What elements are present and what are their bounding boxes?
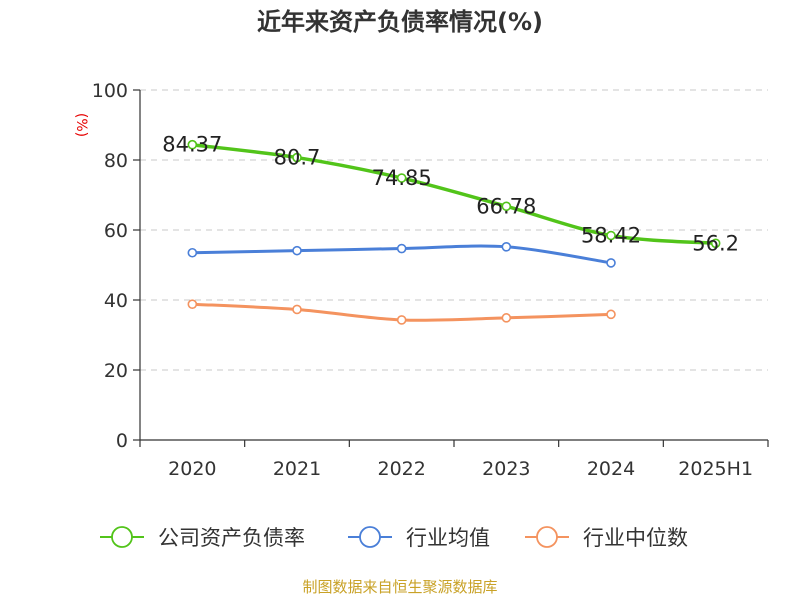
data-point [292,245,302,256]
data-point [606,258,616,268]
data-point [396,315,407,325]
chart-title: 近年来资产负债率情况(%) [257,8,543,36]
y-axis-unit: (%) [73,113,89,137]
y-tick-label: 60 [104,220,128,242]
data-label: 80.7 [274,146,321,170]
data-point [187,139,198,150]
x-tick-label: 2025H1 [678,458,753,480]
x-tick-labels: 2020 2021 2022 2023 2024 2025H1 [168,458,753,480]
y-tick-label: 20 [104,360,128,382]
y-tick-label: 40 [104,290,128,312]
series-line-0 [190,142,718,246]
data-point [606,230,616,241]
legend-marker-1 [359,526,381,548]
data-point [606,309,616,320]
x-tick-label: 2023 [482,458,530,480]
data-point [187,247,198,258]
data-label: 58.42 [581,224,641,248]
y-tick-label: 0 [116,430,128,452]
data-label: 56.2 [692,231,739,255]
y-tick-label: 80 [104,150,128,172]
x-tick-label: 2021 [273,458,321,480]
data-point [396,173,407,183]
data-labels: 84.37 80.7 74.85 66.78 58.42 56.2 [162,133,739,256]
data-point [710,238,721,249]
legend-marker-0 [111,526,133,548]
data-point [501,242,512,252]
legend-label-0: 公司资产负债率 [158,526,305,550]
data-label: 84.37 [162,133,222,157]
data-point [292,304,302,315]
legend-label-2: 行业中位数 [583,526,688,550]
source-note: 制图数据来自恒生聚源数据库 [302,578,497,596]
y-tick-label: 100 [92,80,128,102]
axes [133,89,769,447]
data-point [292,152,302,163]
data-label: 74.85 [372,166,432,190]
legend-label-1: 行业均值 [406,526,490,550]
data-label: 66.78 [476,194,536,218]
grid-lines [140,89,768,371]
x-tick-label: 2022 [377,458,425,480]
x-tick-label: 2024 [587,458,635,480]
data-point [187,299,198,310]
x-tick-label: 2020 [168,458,216,480]
data-point [501,201,512,212]
legend: 公司资产负债率 行业均值 行业中位数 [100,526,688,550]
data-point [396,243,407,254]
y-tick-labels: 0 20 40 60 80 100 [92,80,128,452]
series-points [187,139,721,325]
data-point [501,313,512,323]
legend-marker-2 [536,526,558,548]
